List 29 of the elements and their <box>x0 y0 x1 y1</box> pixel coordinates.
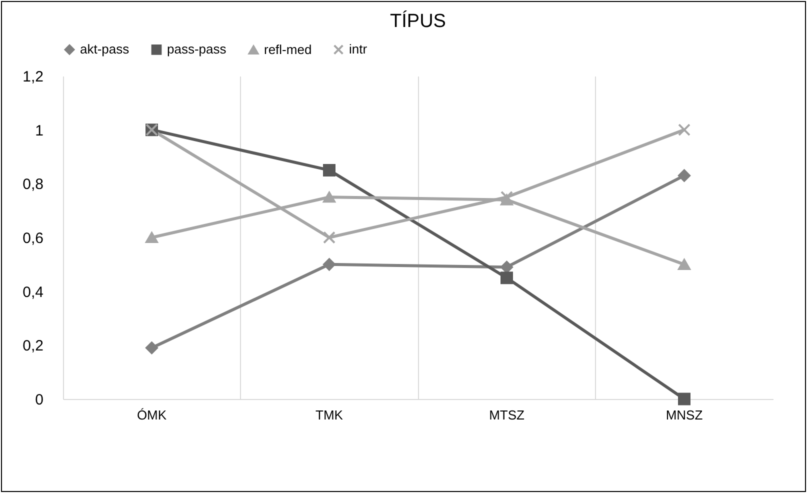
x-tick-label: ÓMK <box>136 408 167 422</box>
x-tick-label: TMK <box>316 408 344 422</box>
x-tick-label: MNSZ <box>666 408 703 422</box>
y-tick-label: 1 <box>35 122 44 140</box>
point <box>678 169 690 182</box>
y-tick-label: 0,2 <box>22 338 44 355</box>
point <box>678 258 690 270</box>
point <box>678 124 690 136</box>
point <box>500 260 513 274</box>
legend-label: refl-med <box>264 42 312 57</box>
legend-label: akt-pass <box>80 42 130 57</box>
point <box>500 272 513 284</box>
point <box>500 190 513 204</box>
point <box>323 231 336 244</box>
y-tick-label: 0,4 <box>22 284 44 301</box>
y-tick-label: 1,2 <box>22 68 44 86</box>
point <box>678 392 690 406</box>
point <box>323 164 336 176</box>
point <box>323 258 336 271</box>
point <box>146 342 158 354</box>
legend-label: intr <box>349 42 368 57</box>
x-tick-label: MTSZ <box>489 408 524 422</box>
y-tick-label: 0,6 <box>22 230 44 247</box>
point <box>323 192 336 203</box>
legend-label: pass-pass <box>167 42 227 57</box>
y-tick-label: 0 <box>35 392 44 408</box>
chart-title: TÍPUS <box>390 10 446 32</box>
point <box>146 232 158 244</box>
y-tick-label: 0,8 <box>22 176 44 194</box>
